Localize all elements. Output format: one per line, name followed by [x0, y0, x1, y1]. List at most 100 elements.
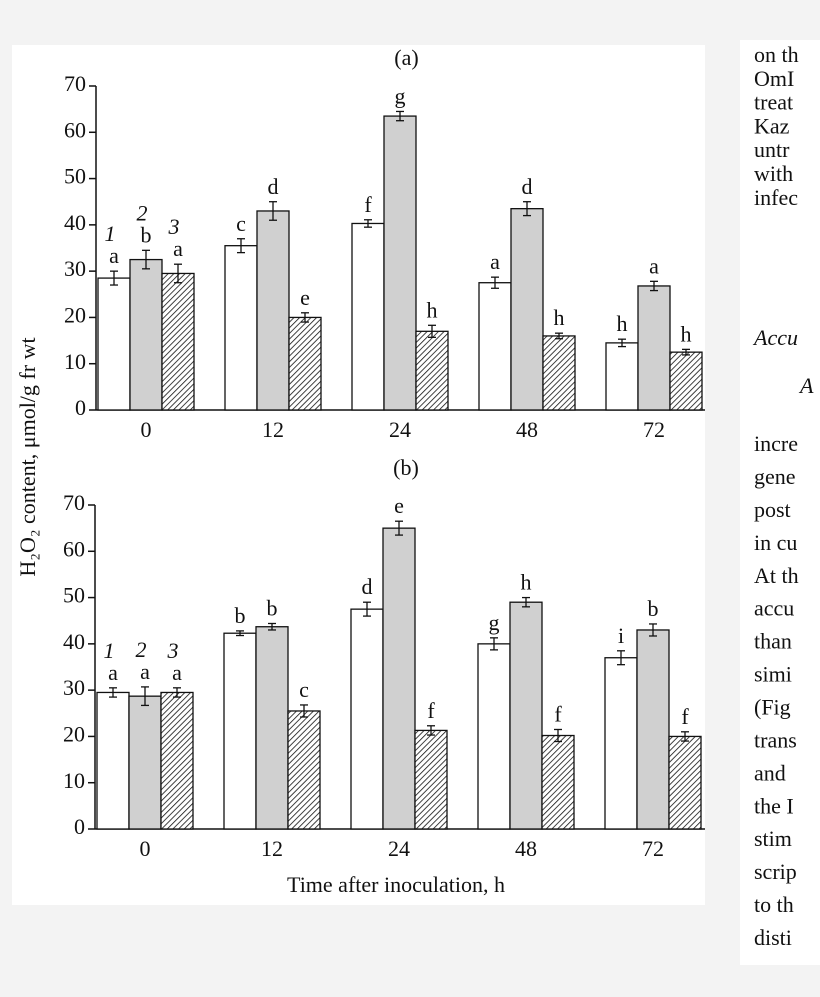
y-tick-label: 10 [63, 768, 85, 793]
legend-label: 2 [137, 200, 148, 225]
x-tick-label: 12 [261, 836, 283, 861]
bar [478, 282, 512, 411]
text-line: (Fig [754, 695, 791, 720]
x-tick-label: 12 [262, 417, 284, 442]
value-label: a [108, 660, 118, 685]
value-label: g [489, 610, 500, 635]
y-tick-label: 20 [63, 721, 85, 746]
error-bar [300, 704, 308, 718]
legend-label: 3 [167, 638, 179, 663]
y-tick-label: 30 [63, 675, 85, 700]
text-line: incre [754, 431, 798, 456]
error-bar [555, 332, 563, 340]
error-bar [617, 650, 625, 666]
value-label: a [490, 249, 500, 274]
error-bar [681, 731, 689, 742]
value-label: f [554, 702, 562, 727]
y-tick-label: 30 [64, 256, 86, 281]
error-bar [396, 110, 404, 122]
text-line: the I [754, 793, 794, 818]
y-tick-label: 10 [64, 349, 86, 374]
error-bar [650, 280, 658, 292]
error-bar [522, 596, 530, 608]
text-line: post [754, 497, 791, 522]
error-bar [173, 687, 181, 698]
text-panel [740, 40, 820, 965]
bar [287, 710, 321, 830]
y-tick-label: 0 [75, 395, 86, 420]
bar [541, 734, 575, 830]
y-tick-label: 50 [63, 583, 85, 608]
error-bar [364, 219, 372, 228]
text-line: disti [754, 925, 792, 950]
error-bar [269, 201, 277, 221]
y-tick-label: 40 [63, 629, 85, 654]
value-label: b [235, 603, 246, 628]
error-bar [395, 520, 403, 536]
bar [414, 729, 448, 830]
text-line: and [754, 760, 786, 785]
y-tick-label: 60 [63, 536, 85, 561]
y-tick-label: 20 [64, 302, 86, 327]
y-tick-label: 60 [64, 117, 86, 142]
y-tick-label: 70 [64, 71, 86, 96]
bar [288, 316, 322, 411]
legend-label: 1 [105, 221, 116, 246]
bar [510, 208, 544, 411]
bar [97, 277, 131, 411]
value-label: d [268, 174, 279, 199]
error-bar [301, 312, 309, 323]
value-label: b [648, 596, 659, 621]
bar [223, 632, 257, 830]
value-label: f [681, 704, 689, 729]
error-bar [110, 270, 118, 286]
value-label: a [172, 660, 182, 685]
chart-title: (b) [393, 455, 419, 480]
bar [605, 342, 639, 411]
value-label: d [522, 174, 533, 199]
value-label: h [427, 297, 438, 322]
section-heading: Accu [752, 325, 798, 350]
y-tick-label: 40 [64, 210, 86, 235]
value-label: b [267, 596, 278, 621]
error-bar [141, 686, 149, 707]
bar [255, 626, 289, 830]
value-label: f [427, 698, 435, 723]
bar [509, 601, 543, 830]
bar [636, 629, 670, 830]
error-bar [236, 630, 244, 637]
bar [224, 245, 258, 411]
text-line: untr [754, 137, 790, 162]
text-line: trans [754, 727, 797, 752]
bar [160, 691, 194, 830]
value-label: h [617, 311, 628, 336]
value-label: a [140, 659, 150, 684]
bar [542, 335, 576, 411]
bar [161, 272, 195, 411]
legend-label: 1 [104, 638, 115, 663]
text-line: accu [754, 596, 794, 621]
text-line: OmI [754, 66, 794, 91]
y-tick-label: 0 [74, 814, 85, 839]
legend-label: 2 [136, 637, 147, 662]
value-label: c [236, 211, 246, 236]
x-tick-label: 24 [389, 417, 411, 442]
error-bar [649, 623, 657, 637]
bar [415, 330, 449, 411]
text-line: simi [754, 662, 792, 687]
x-tick-label: 72 [642, 836, 664, 861]
y-axis-label: H₂O₂ content, μmol/g fr wt [15, 337, 40, 576]
value-label: i [618, 623, 624, 648]
chart-title: (a) [394, 45, 418, 70]
bar [668, 735, 702, 830]
text-line: A [798, 373, 814, 398]
error-bar [428, 324, 436, 338]
x-tick-label: 0 [140, 836, 151, 861]
bar [637, 285, 671, 411]
value-label: g [395, 84, 406, 109]
bar [383, 115, 417, 411]
value-label: a [109, 243, 119, 268]
